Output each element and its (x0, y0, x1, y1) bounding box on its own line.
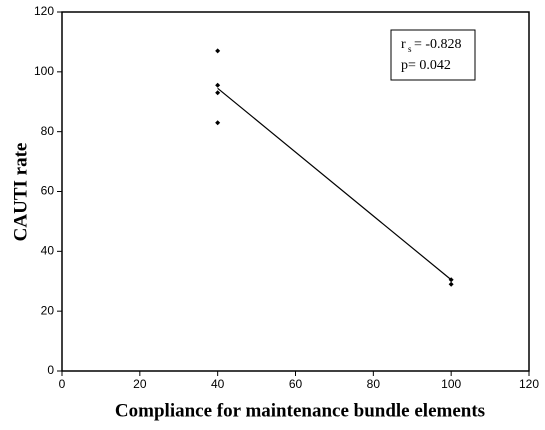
point (215, 90, 221, 96)
annotation-box (390, 29, 476, 81)
x-tick-label: 120 (519, 377, 539, 391)
point (215, 120, 221, 126)
annotation-r: r (401, 37, 406, 52)
point (448, 277, 454, 283)
point (215, 82, 221, 88)
x-tick-label: 40 (211, 377, 225, 391)
annotation: r s = -0.828 p= 0.042 (390, 29, 476, 81)
x-tick-label: 0 (59, 377, 66, 391)
x-tick-label: 80 (367, 377, 381, 391)
y-tick-label: 60 (41, 184, 55, 198)
trend-line (217, 87, 452, 281)
x-tick-label: 20 (133, 377, 147, 391)
y-tick-label: 20 (41, 303, 55, 317)
point (448, 281, 454, 287)
annotation-r-sub: s (408, 44, 412, 54)
x-axis-title: Compliance for maintenance bundle elemen… (115, 400, 485, 421)
x-tick-label: 60 (289, 377, 303, 391)
y-tick-label: 120 (34, 4, 54, 18)
y-tick-label: 80 (41, 124, 55, 138)
y-tick-label: 100 (34, 64, 54, 78)
x-tick-label: 100 (441, 377, 461, 391)
annotation-p-text: p= 0.042 (401, 58, 451, 73)
point (215, 48, 221, 54)
annotation-r-text: = -0.828 (414, 37, 462, 52)
y-axis-title: CAUTI rate (10, 143, 31, 242)
y-tick-label: 0 (47, 363, 54, 377)
y-tick-label: 40 (41, 244, 55, 258)
